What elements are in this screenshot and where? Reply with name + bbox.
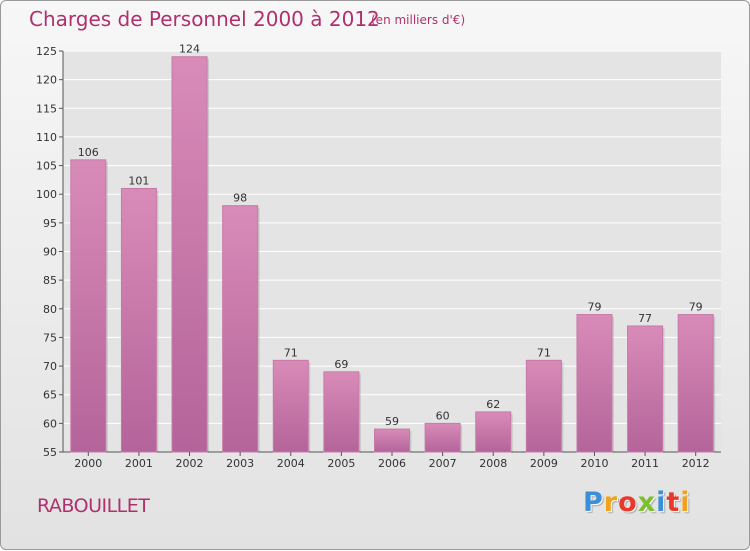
bar [424, 422, 461, 453]
bar [120, 187, 157, 453]
bar [475, 411, 512, 453]
y-tick-label: 75 [43, 331, 57, 344]
x-tick-label: 2006 [378, 457, 406, 470]
y-tick-label: 60 [43, 417, 57, 430]
data-label: 77 [638, 312, 652, 325]
x-tick-label: 2000 [74, 457, 102, 470]
data-label: 59 [385, 415, 399, 428]
y-tick-label: 115 [36, 102, 57, 115]
data-label: 60 [436, 409, 450, 422]
brand-letter: r [603, 487, 619, 518]
y-tick-label: 110 [36, 131, 57, 144]
bar [70, 159, 107, 453]
brand-logo: Proxiti [583, 487, 691, 518]
bar [525, 359, 562, 453]
data-label: 69 [334, 358, 348, 371]
bar [374, 428, 410, 453]
x-tick-label: 2010 [580, 457, 608, 470]
bar [576, 314, 613, 453]
bar [171, 56, 208, 453]
bar [677, 314, 714, 453]
data-label: 124 [179, 43, 200, 56]
brand-letter: i [680, 487, 691, 518]
data-label: 79 [587, 301, 601, 314]
y-tick-label: 125 [36, 45, 57, 58]
x-tick-label: 2009 [530, 457, 558, 470]
bar [627, 325, 664, 453]
chart-title: Charges de Personnel 2000 à 2012 [29, 7, 380, 31]
data-label: 71 [284, 346, 298, 359]
y-tick-label: 70 [43, 360, 57, 373]
y-tick-label: 65 [43, 389, 57, 402]
brand-letter: x [637, 487, 657, 518]
x-tick-label: 2011 [631, 457, 659, 470]
y-tick-label: 90 [43, 246, 57, 259]
brand-letter: o [618, 487, 638, 518]
y-tick-label: 100 [36, 188, 57, 201]
x-tick-label: 2002 [176, 457, 204, 470]
x-tick-label: 2003 [226, 457, 254, 470]
commune-name: RABOUILLET [37, 495, 150, 517]
brand-letter: i [656, 487, 667, 518]
x-tick-label: 2004 [277, 457, 305, 470]
bar [272, 359, 309, 453]
data-label: 98 [233, 192, 247, 205]
data-label: 101 [128, 174, 149, 187]
brand-letter: P [583, 487, 604, 518]
y-tick-label: 85 [43, 274, 57, 287]
x-tick-label: 2012 [682, 457, 710, 470]
data-label: 62 [486, 398, 500, 411]
data-label: 71 [537, 346, 551, 359]
data-label: 79 [689, 301, 703, 314]
y-tick-label: 120 [36, 74, 57, 87]
x-tick-label: 2008 [479, 457, 507, 470]
y-tick-label: 55 [43, 446, 57, 459]
bar [222, 205, 259, 453]
x-tick-label: 2001 [125, 457, 153, 470]
bar [323, 371, 360, 453]
chart-subtitle: (en milliers d'€) [371, 13, 466, 27]
x-tick-label: 2005 [327, 457, 355, 470]
x-tick-label: 2007 [429, 457, 457, 470]
y-tick-label: 95 [43, 217, 57, 230]
data-label: 106 [78, 146, 99, 159]
y-tick-label: 80 [43, 303, 57, 316]
y-tick-label: 105 [36, 160, 57, 173]
brand-letter: t [666, 487, 681, 518]
